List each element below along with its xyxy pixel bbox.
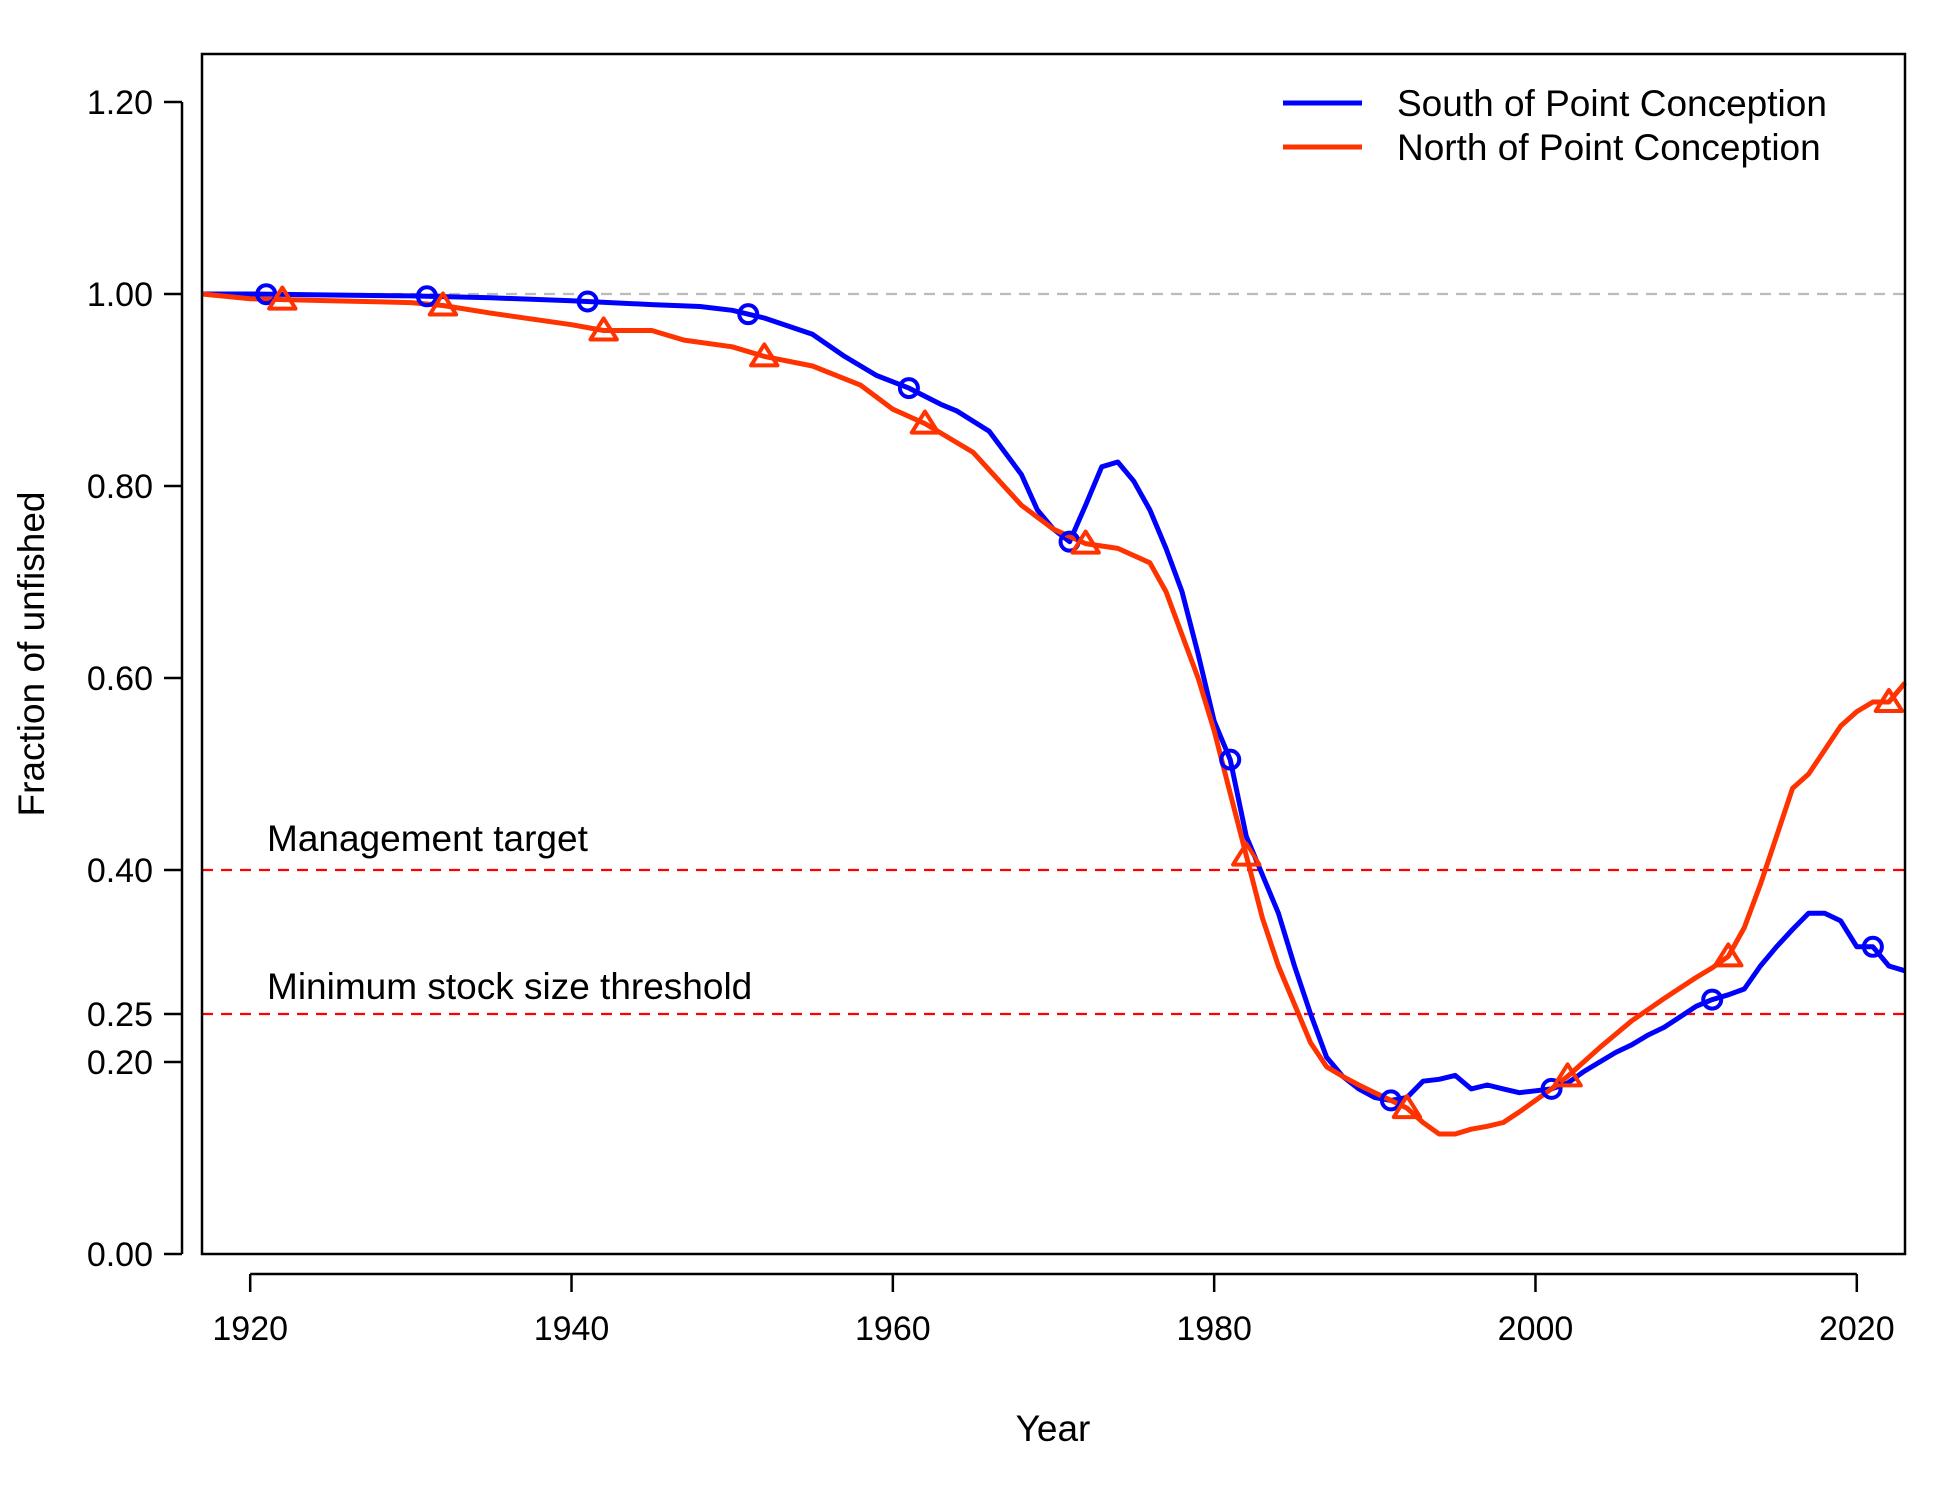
x-axis-title: Year — [1016, 1408, 1091, 1449]
marker-north-1932 — [427, 291, 459, 317]
marker-south-1921 — [255, 283, 278, 306]
reference-lines — [202, 292, 1905, 1016]
y-tick-label-0.00: 0.00 — [87, 1236, 153, 1274]
y-axis: 0.00 0.20 0.25 0.40 0.60 0.80 1.00 1.20 — [87, 84, 184, 1274]
y-tick-label-0.60: 0.60 — [87, 660, 153, 698]
marker-north-2022 — [1873, 688, 1905, 713]
marker-north-1972 — [1070, 529, 1101, 555]
marker-south-2011 — [1701, 988, 1724, 1011]
x-tick-label-1920: 1920 — [212, 1310, 288, 1348]
y-tick-label-0.20: 0.20 — [87, 1044, 153, 1082]
ref-label-minimum-stock-size-threshold: Minimum stock size threshold — [267, 966, 752, 1007]
legend: South of Point Conception North of Point… — [1283, 83, 1827, 168]
marker-north-1942 — [588, 316, 619, 342]
marker-south-1931 — [415, 285, 438, 308]
x-tick-label-1980: 1980 — [1176, 1310, 1252, 1348]
series-line-north — [201, 291, 1907, 1137]
y-tick-label-0.25: 0.25 — [87, 996, 153, 1034]
y-tick-label-0.80: 0.80 — [87, 468, 153, 506]
series-line-south — [202, 291, 1906, 1103]
marker-south-1951 — [737, 303, 760, 326]
marker-south-1991 — [1379, 1089, 1402, 1112]
x-axis: 1920 1940 1960 1980 2000 2020 — [212, 1272, 1895, 1348]
x-tick-label-2020: 2020 — [1819, 1310, 1895, 1348]
legend-label-south: South of Point Conception — [1397, 83, 1827, 124]
x-tick-label-2000: 2000 — [1498, 1310, 1574, 1348]
marker-north-1962 — [909, 409, 941, 435]
series-lines — [201, 291, 1907, 1137]
legend-label-north: North of Point Conception — [1397, 127, 1821, 168]
y-tick-label-1.00: 1.00 — [87, 276, 153, 314]
marker-north-1992 — [1391, 1094, 1423, 1120]
y-tick-label-1.20: 1.20 — [87, 84, 153, 122]
marker-south-1961 — [897, 377, 920, 400]
marker-south-2021 — [1861, 935, 1884, 958]
series-markers — [255, 283, 1905, 1120]
y-tick-label-0.40: 0.40 — [87, 852, 153, 890]
x-tick-label-1940: 1940 — [534, 1310, 610, 1348]
marker-south-1941 — [576, 290, 599, 313]
marker-north-1982 — [1231, 841, 1262, 867]
marker-south-1981 — [1219, 748, 1242, 771]
marker-north-2012 — [1713, 942, 1744, 968]
marker-south-2001 — [1540, 1077, 1563, 1100]
y-axis-title: Fraction of unfished — [11, 492, 52, 817]
marker-north-2002 — [1552, 1062, 1583, 1088]
marker-north-1922 — [267, 285, 298, 311]
marker-north-1952 — [749, 342, 780, 368]
ref-label-management-target: Management target — [267, 818, 589, 859]
plot-frame — [200, 52, 1907, 1256]
x-tick-label-1960: 1960 — [855, 1310, 931, 1348]
